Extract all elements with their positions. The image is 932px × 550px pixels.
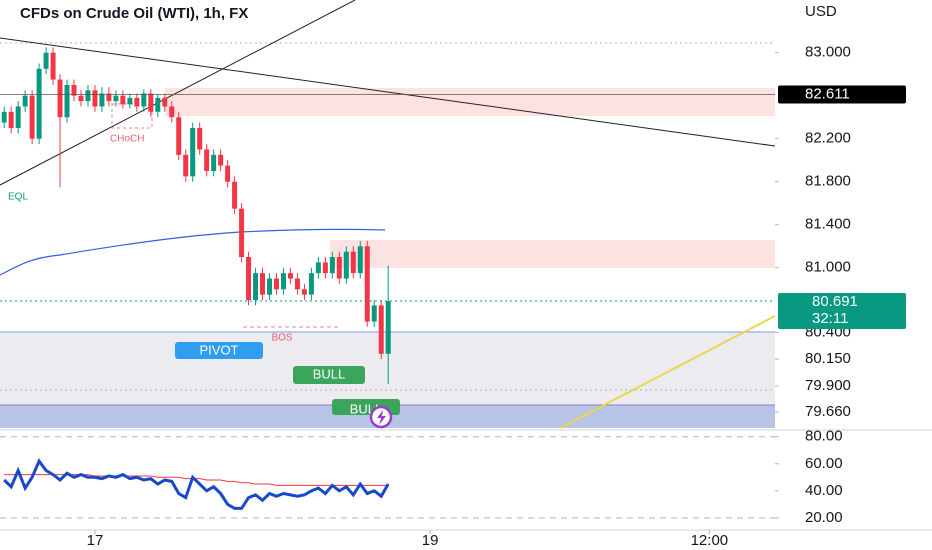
last-price-label: 80.691 — [812, 293, 858, 310]
candle-body — [378, 305, 384, 354]
candle-body — [134, 97, 140, 107]
supply-zone — [330, 240, 775, 268]
annotation: BOS — [271, 333, 292, 344]
currency-label: USD — [805, 3, 837, 20]
y-tick-label: 40.00 — [805, 482, 843, 499]
countdown-label: 32:11 — [812, 310, 848, 327]
candle-body — [343, 251, 349, 279]
candle-body — [294, 278, 300, 290]
candle-body — [308, 273, 314, 295]
candle-body — [239, 208, 245, 258]
candle-body — [364, 246, 370, 322]
candle-body — [197, 127, 203, 150]
oscillator-line — [3, 458, 390, 510]
annotation: BULL — [313, 366, 346, 381]
candle-body — [85, 90, 91, 102]
candle-body — [15, 106, 21, 128]
pivot-label-bg — [175, 342, 263, 359]
candle-body — [36, 68, 42, 139]
trend-line — [559, 315, 776, 429]
y-tick-label: 82.200 — [805, 130, 851, 147]
candle-body — [50, 52, 56, 80]
candle-body — [357, 246, 363, 274]
candle-body — [127, 97, 133, 105]
candle-body — [162, 97, 168, 107]
candle-body — [43, 52, 49, 69]
y-tick-label: 81.400 — [805, 216, 851, 233]
candle-body — [113, 95, 119, 102]
candle-body — [57, 79, 63, 118]
candle-body — [260, 273, 266, 295]
candle-body — [204, 149, 210, 171]
candle-body — [8, 111, 14, 128]
candle-body — [155, 97, 161, 112]
annotation: PIVOT — [199, 342, 238, 357]
bull-label-bg — [293, 366, 365, 384]
candle-body — [22, 95, 28, 107]
candle-body — [336, 257, 342, 279]
candle-body — [232, 181, 238, 209]
y-tick-label: 60.00 — [805, 455, 843, 472]
y-tick-label: 81.000 — [805, 259, 851, 276]
annotation: EQL — [8, 192, 28, 203]
y-tick-label: 80.00 — [805, 428, 843, 445]
candle-body — [1, 111, 7, 123]
candle-body — [301, 289, 307, 295]
chart-title: CFDs on Crude Oil (WTI), 1h, FX — [20, 5, 248, 22]
price-tag — [778, 85, 906, 104]
price-tag-label: 82.611 — [805, 85, 850, 102]
candle-body — [141, 93, 147, 107]
candle-body — [385, 301, 391, 354]
candle-body — [218, 154, 224, 166]
event-icon-bolt — [377, 410, 386, 425]
candle-body — [148, 93, 154, 112]
candle-body — [169, 106, 175, 118]
candle-body — [106, 93, 112, 102]
candle-body — [120, 95, 126, 105]
last-price-tag — [778, 292, 906, 329]
candle-body — [253, 273, 259, 301]
annotation: CHoCH — [110, 134, 144, 145]
x-tick-label: 19 — [422, 532, 439, 549]
supply-zone — [165, 88, 775, 116]
candle-body — [329, 257, 335, 274]
y-tick-label: 79.900 — [805, 377, 851, 394]
trend-line — [0, 37, 776, 147]
candle-body — [273, 278, 279, 290]
candle-body — [267, 278, 273, 295]
x-tick-label: 12:00 — [691, 532, 729, 549]
candle-body — [322, 262, 328, 274]
candle-body — [71, 84, 77, 96]
candle-body — [371, 305, 377, 322]
candle-body — [211, 154, 217, 171]
candle-body — [183, 154, 189, 177]
x-tick-label: 17 — [87, 532, 104, 549]
candle-body — [29, 95, 35, 139]
candle-body — [225, 165, 231, 182]
candle-body — [92, 90, 98, 107]
y-tick-label: 20.00 — [805, 509, 843, 526]
candle-body — [99, 93, 105, 107]
candle-body — [190, 127, 196, 177]
candle-body — [350, 251, 356, 274]
trend-line — [0, 0, 356, 186]
y-tick-label: 83.000 — [805, 44, 851, 61]
candle-body — [280, 273, 286, 290]
candle-body — [287, 273, 293, 279]
y-tick-label: 80.150 — [805, 350, 851, 367]
y-tick-label: 81.800 — [805, 173, 851, 190]
moving-average — [0, 228, 386, 276]
candle-body — [64, 84, 70, 118]
candle-body — [176, 117, 182, 155]
candle-body — [78, 95, 84, 102]
y-tick-label: 79.660 — [805, 403, 851, 420]
candle-body — [315, 262, 321, 274]
candle-body — [246, 257, 252, 301]
